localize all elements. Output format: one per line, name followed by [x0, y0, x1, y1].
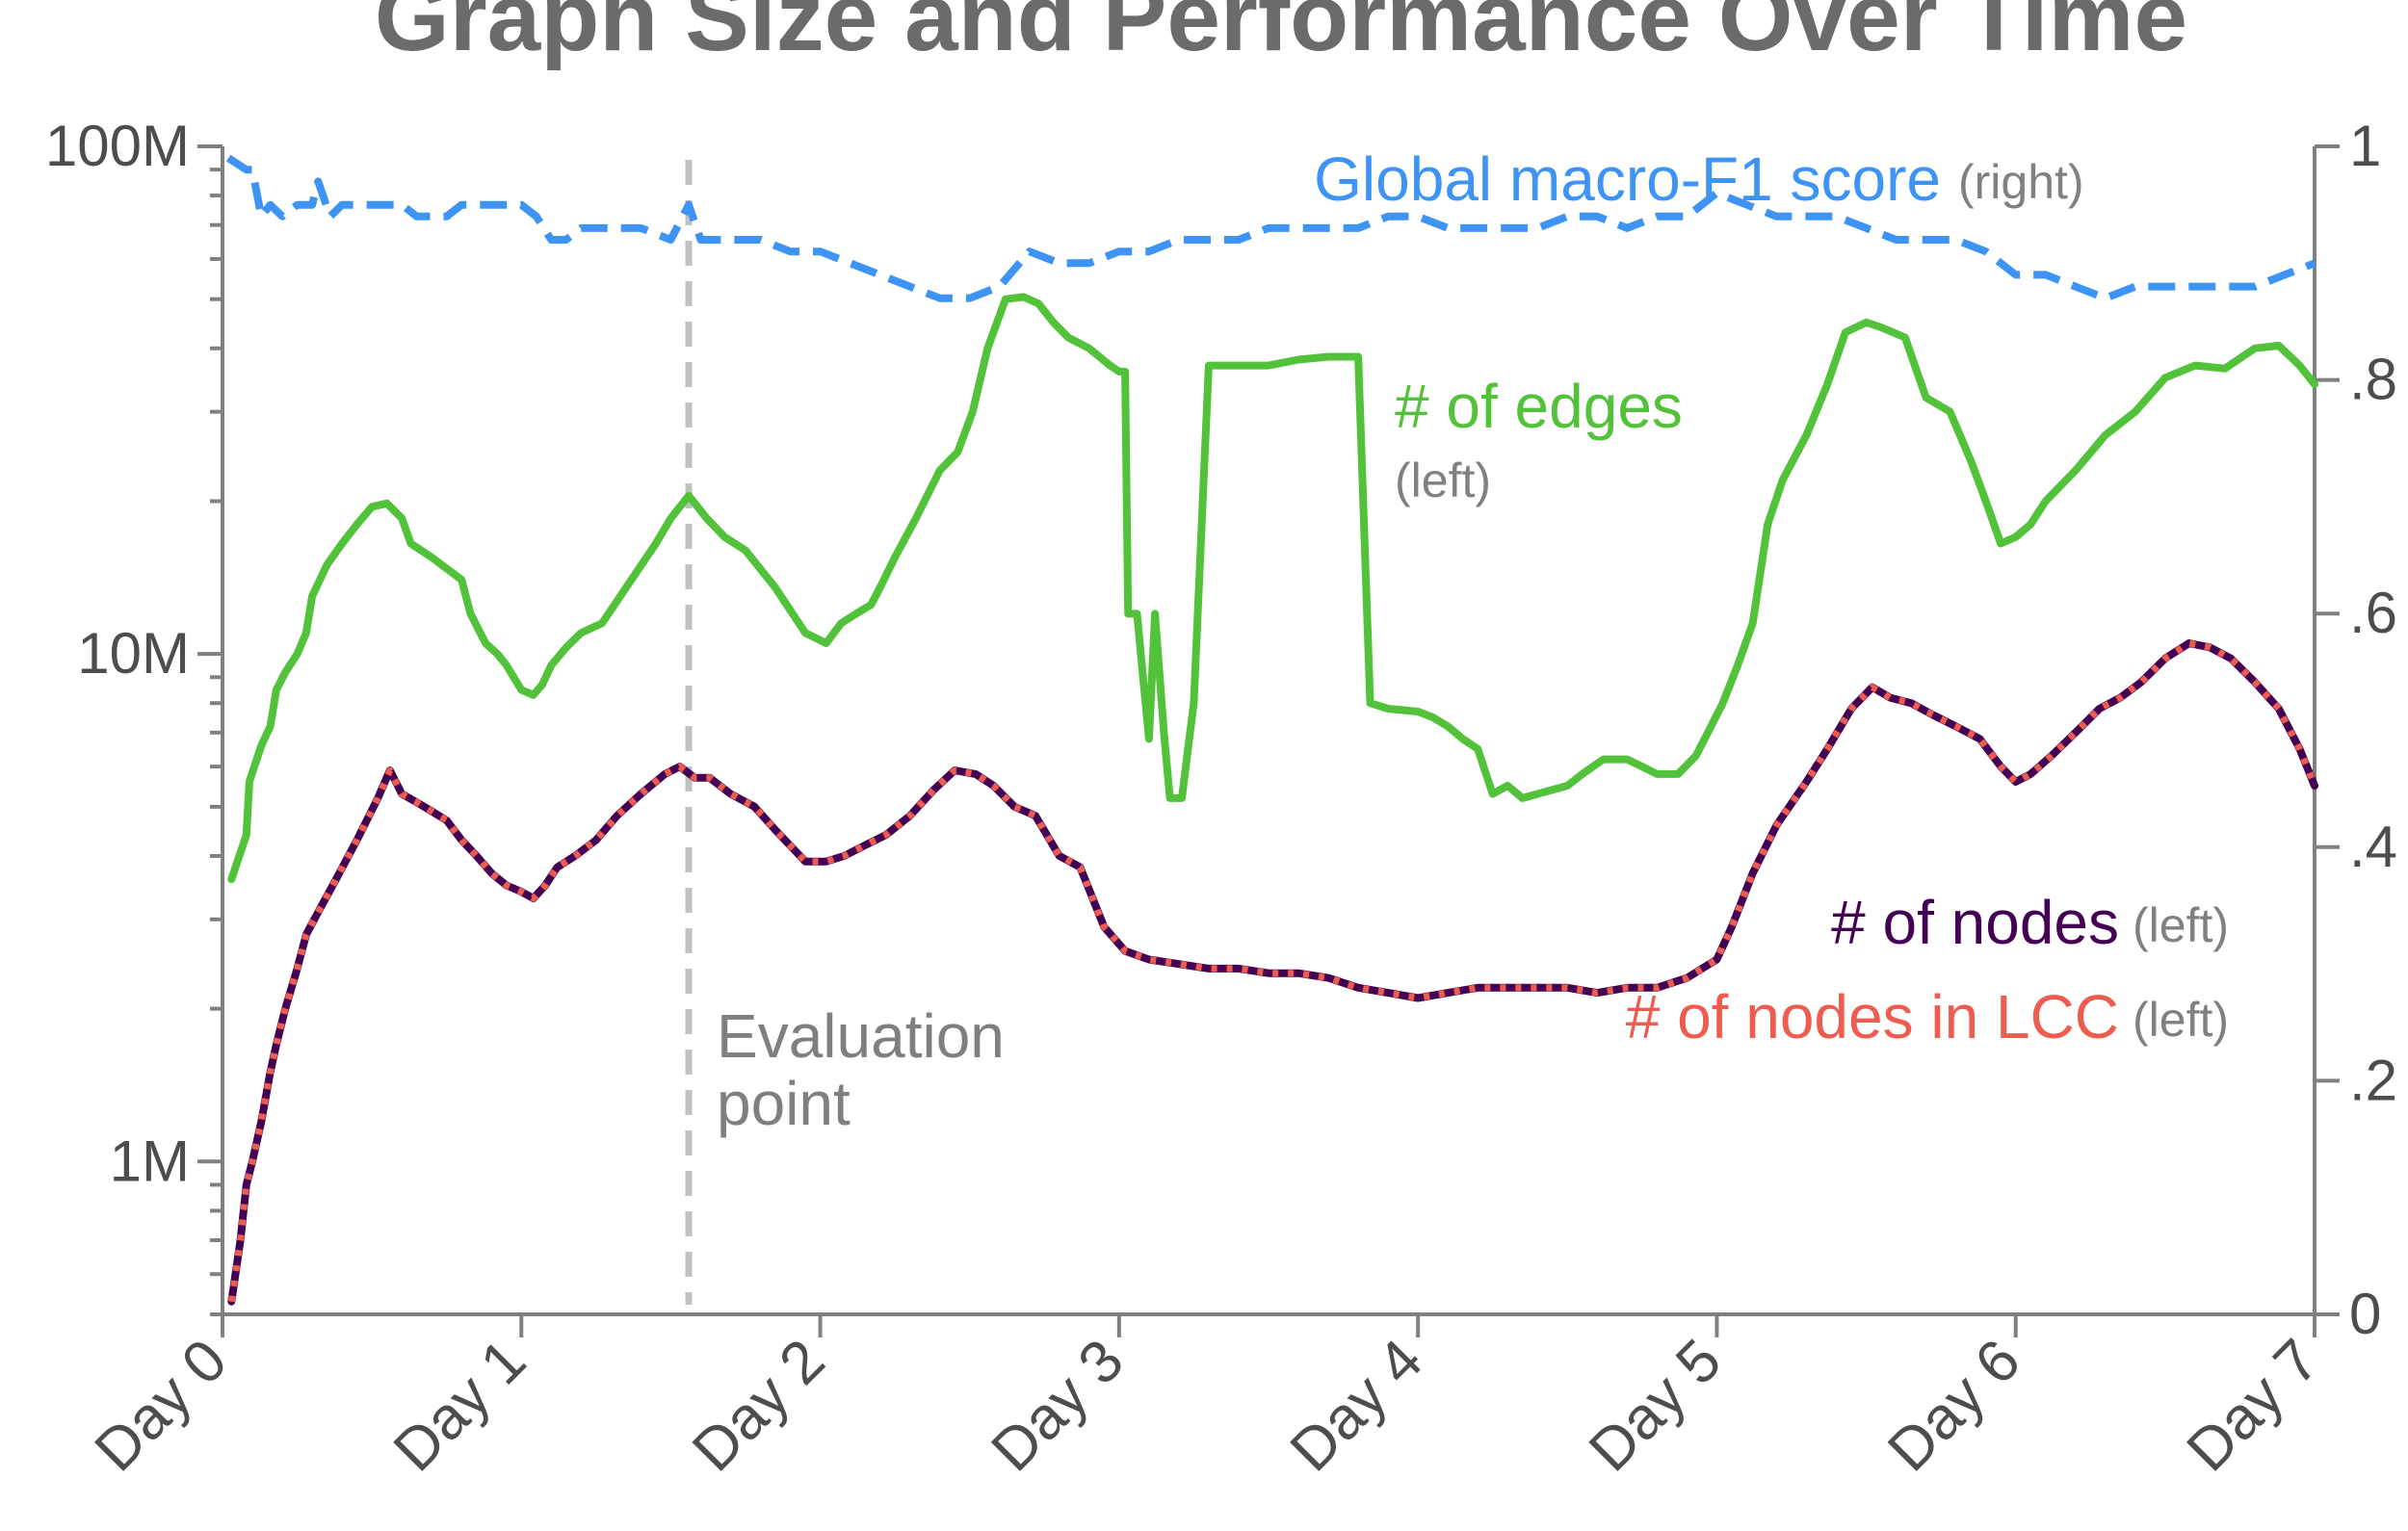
y-tick-labels: 1M 10M 100M 0 .2 .4 .6 .8 1 — [45, 114, 2397, 1346]
legend-lcc-name: # of nodes in LCC — [1626, 982, 2119, 1051]
tick-marks — [197, 144, 2340, 1337]
y-right-tick-label: .4 — [2349, 815, 2397, 879]
x-tick-label: Day 2 — [680, 1327, 837, 1484]
evaluation-label-line2: point — [717, 1069, 851, 1138]
x-tick-label: Day 4 — [1278, 1327, 1435, 1484]
y-right-tick-label: .8 — [2349, 348, 2397, 412]
legend-edges-axis: (left) — [1395, 454, 1491, 507]
legend-edges-name: # of edges — [1395, 372, 1683, 441]
x-tick-label: Day 6 — [1875, 1327, 2032, 1484]
y-right-tick-label: .6 — [2349, 581, 2397, 645]
legend-nodes-axis: (left) — [2133, 898, 2229, 952]
series-lines — [226, 154, 2318, 1306]
axes — [221, 146, 2316, 1316]
x-tick-label: Day 5 — [1577, 1327, 1734, 1484]
legend-f1-axis: (right) — [1958, 155, 2084, 209]
x-tick-labels: Day 0 Day 1 Day 2 Day 3 Day 4 Day 5 Day 6 Day 7 — [83, 1327, 2332, 1484]
series-line-3 — [226, 154, 2316, 302]
x-tick-label: Day 1 — [381, 1327, 538, 1484]
series-line-2 — [227, 639, 2318, 1303]
y-left-tick-label: 10M — [77, 621, 190, 686]
x-tick-label: Day 3 — [979, 1327, 1136, 1484]
series-line-0 — [227, 293, 2318, 884]
evaluation-label-line1: Evaluation — [717, 1001, 1005, 1071]
y-right-tick-label: 1 — [2349, 114, 2381, 178]
chart-title: Graph Size and Performance Over Time — [375, 0, 2187, 71]
y-left-tick-label: 1M — [110, 1129, 190, 1193]
y-right-tick-label: .2 — [2349, 1048, 2397, 1112]
legend-lcc-axis: (left) — [2133, 993, 2229, 1047]
x-tick-label: Day 0 — [83, 1327, 240, 1484]
legend-nodes-name: # of nodes — [1831, 888, 2119, 957]
x-tick-label: Day 7 — [2175, 1327, 2332, 1484]
y-right-tick-label: 0 — [2349, 1282, 2381, 1346]
legend-f1-name: Global macro-F1 score — [1314, 144, 1941, 214]
y-left-tick-label: 100M — [45, 114, 190, 178]
